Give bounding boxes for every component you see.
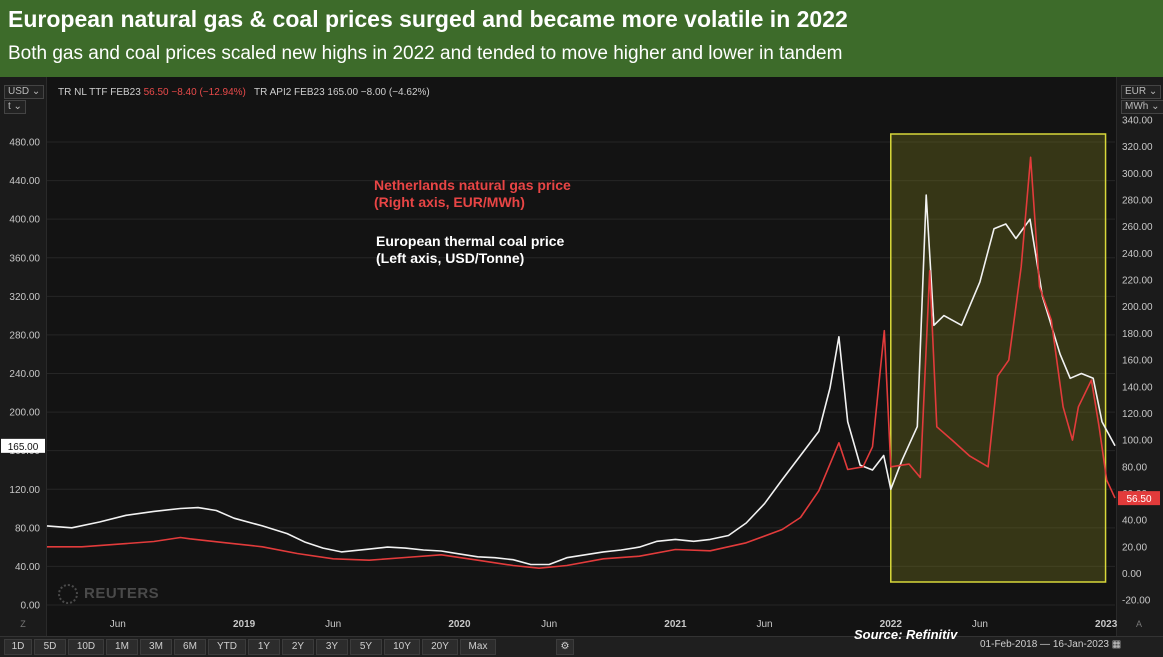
left-axis-tick-label: 80.00 (15, 523, 40, 534)
right-axis-tick-label: 260.00 (1122, 222, 1153, 233)
gear-icon[interactable]: ⚙ (556, 639, 574, 655)
right-axis-tick-label: -20.00 (1122, 596, 1151, 607)
range-button-10y[interactable]: 10Y (384, 639, 420, 655)
left-axis-tick-label: 360.00 (9, 253, 40, 264)
calendar-icon: ▦ (1111, 639, 1122, 650)
chart-header: European natural gas & coal prices surge… (0, 0, 1163, 77)
range-button-3m[interactable]: 3M (140, 639, 172, 655)
gas-annotation-line2: (Right axis, EUR/MWh) (374, 194, 525, 210)
range-button-10d[interactable]: 10D (68, 639, 104, 655)
range-toolbar: 1D 5D 10D 1M 3M 6M YTD 1Y 2Y 3Y 5Y 10Y 20Y Max ⚙ 01-F… (0, 636, 1163, 657)
range-button-3y[interactable]: 3Y (316, 639, 348, 655)
gas-annotation-line1: Netherlands natural gas price (374, 177, 571, 193)
right-axis-tick-label: 20.00 (1122, 542, 1147, 553)
right-axis-tick-label: 80.00 (1122, 462, 1147, 473)
range-button-5y[interactable]: 5Y (350, 639, 382, 655)
left-axis-tick-label: 400.00 (9, 215, 40, 226)
range-button-20y[interactable]: 20Y (422, 639, 458, 655)
right-axis-tick-label: 240.00 (1122, 249, 1153, 260)
gas-last-value: 56.50 (1126, 494, 1151, 505)
x-axis-tick-label: 2020 (448, 619, 471, 630)
right-axis-tick-label: 200.00 (1122, 302, 1153, 313)
range-button-max[interactable]: Max (460, 639, 496, 655)
right-axis-panel: EUR ⌄ MWh ⌄ (1116, 77, 1163, 637)
x-axis-tick-label: Jun (541, 619, 557, 630)
coal-last-value: 165.00 (8, 442, 39, 453)
left-axis-tick-label: 0.00 (21, 601, 41, 612)
x-axis-tick-label: Jun (756, 619, 772, 630)
left-axis-tick-label: 120.00 (9, 485, 40, 496)
coal-ticker: TR API2 FEB23 (254, 87, 325, 98)
left-axis-tick-label: 40.00 (15, 562, 40, 573)
x-axis-tick-label: Jun (325, 619, 341, 630)
right-axis-tick-label: 280.00 (1122, 196, 1153, 207)
gas-last-value-tag (1118, 491, 1160, 506)
reuters-logo-icon (58, 584, 78, 604)
right-axis-tick-label: 180.00 (1122, 329, 1153, 340)
right-axis-tick-label: 340.00 (1122, 116, 1153, 127)
range-button-5d[interactable]: 5D (34, 639, 66, 655)
right-axis-tick-label: 220.00 (1122, 276, 1153, 287)
coal-annotation-line2: (Left axis, USD/Tonne) (376, 250, 525, 266)
right-axis-tick-label: 100.00 (1122, 436, 1153, 447)
x-axis-tick-label: Jun (110, 619, 126, 630)
coal-annotation-line1: European thermal coal price (376, 233, 565, 249)
coal-annotation: European thermal coal price (Left axis, … (376, 233, 564, 267)
gas-annotation: Netherlands natural gas price (Right axi… (374, 177, 571, 211)
chart-title: European natural gas & coal prices surge… (8, 6, 848, 32)
range-button-1d[interactable]: 1D (4, 639, 32, 655)
highlight-2022-box (890, 133, 1107, 583)
left-axis-panel: USD ⌄ t ⌄ (0, 77, 47, 637)
right-axis-tick-label: 0.00 (1122, 569, 1142, 580)
auto-scale-corner-label: A (1136, 619, 1142, 629)
range-button-2y[interactable]: 2Y (282, 639, 314, 655)
x-axis-tick-label: 2022 (880, 619, 903, 630)
date-range[interactable]: 01-Feb-2018 — 16-Jan-2023 ▦ (980, 639, 1122, 650)
left-axis-tick-label: 200.00 (9, 408, 40, 419)
chart-subtitle: Both gas and coal prices scaled new high… (8, 43, 843, 64)
reuters-watermark: REUTERS (58, 584, 159, 604)
gas-ticker: TR NL TTF FEB23 (58, 87, 141, 98)
source-note: Source: Refinitiv (854, 627, 958, 642)
range-button-6m[interactable]: 6M (174, 639, 206, 655)
x-axis-tick-label: Jun (972, 619, 988, 630)
range-button-1m[interactable]: 1M (106, 639, 138, 655)
range-button-1y[interactable]: 1Y (248, 639, 280, 655)
gas-quote: 56.50 −8.40 (−12.94%) (143, 87, 246, 98)
x-axis-tick-label: 2021 (664, 619, 687, 630)
chart-area: USD ⌄ t ⌄ EUR ⌄ MWh ⌄ TR NL TTF FEB23 56… (0, 77, 1163, 656)
left-axis-tick-label: 440.00 (9, 176, 40, 187)
right-axis-tick-label: 320.00 (1122, 142, 1153, 153)
range-button-ytd[interactable]: YTD (208, 639, 246, 655)
x-axis-tick-label: 2023 (1095, 619, 1118, 630)
right-axis-tick-label: 160.00 (1122, 356, 1153, 367)
right-currency-select[interactable]: EUR ⌄ (1121, 85, 1162, 99)
left-axis-tick-label: 240.00 (9, 369, 40, 380)
left-axis-tick-label: 320.00 (9, 292, 40, 303)
right-axis-tick-label: 140.00 (1122, 382, 1153, 393)
right-axis-tick-label: 300.00 (1122, 169, 1153, 180)
left-currency-select[interactable]: USD ⌄ (4, 85, 45, 99)
right-axis-tick-label: 40.00 (1122, 516, 1147, 527)
left-axis-tick-label: 480.00 (9, 138, 40, 149)
x-axis-tick-label: 2019 (233, 619, 256, 630)
left-axis-tick-label: 280.00 (9, 330, 40, 341)
left-unit-select[interactable]: t ⌄ (4, 100, 26, 114)
ticker-legend: TR NL TTF FEB23 56.50 −8.40 (−12.94%) TR… (58, 87, 430, 98)
coal-quote: 165.00 −8.00 (−4.62%) (327, 87, 430, 98)
coal-price-line (46, 194, 1116, 566)
zoom-corner-label: Z (20, 619, 26, 629)
coal-last-value-tag (1, 438, 45, 453)
right-axis-tick-label: 120.00 (1122, 409, 1153, 420)
gas-price-line (47, 156, 1116, 569)
